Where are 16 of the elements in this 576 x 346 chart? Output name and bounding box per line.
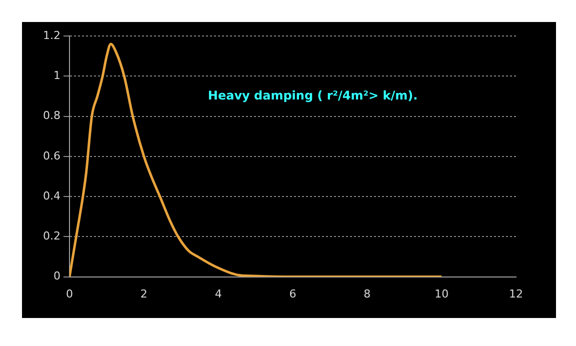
- x-tick-label: 0: [66, 287, 73, 300]
- x-tick-label: 2: [140, 287, 148, 300]
- y-tick-label: 0.4: [42, 189, 60, 202]
- y-tick-label: 0.8: [42, 109, 60, 122]
- x-tick-label: 8: [364, 287, 371, 300]
- x-tick-label: 6: [289, 287, 296, 300]
- y-tick-label: 0: [53, 270, 60, 283]
- line-series: [69, 42, 443, 277]
- y-tick-label: 0.6: [42, 149, 60, 162]
- y-tick-label: 1.2: [42, 28, 60, 42]
- y-tick-label: 0.2: [42, 230, 60, 243]
- annotation: Heavy damping ( r²/4m²> k/m).: [208, 88, 418, 102]
- x-tick-label: 10: [434, 287, 449, 300]
- x-tick-label: 12: [509, 287, 523, 300]
- x-tick-label: 4: [214, 287, 222, 300]
- y-tick-label: 1: [53, 68, 60, 82]
